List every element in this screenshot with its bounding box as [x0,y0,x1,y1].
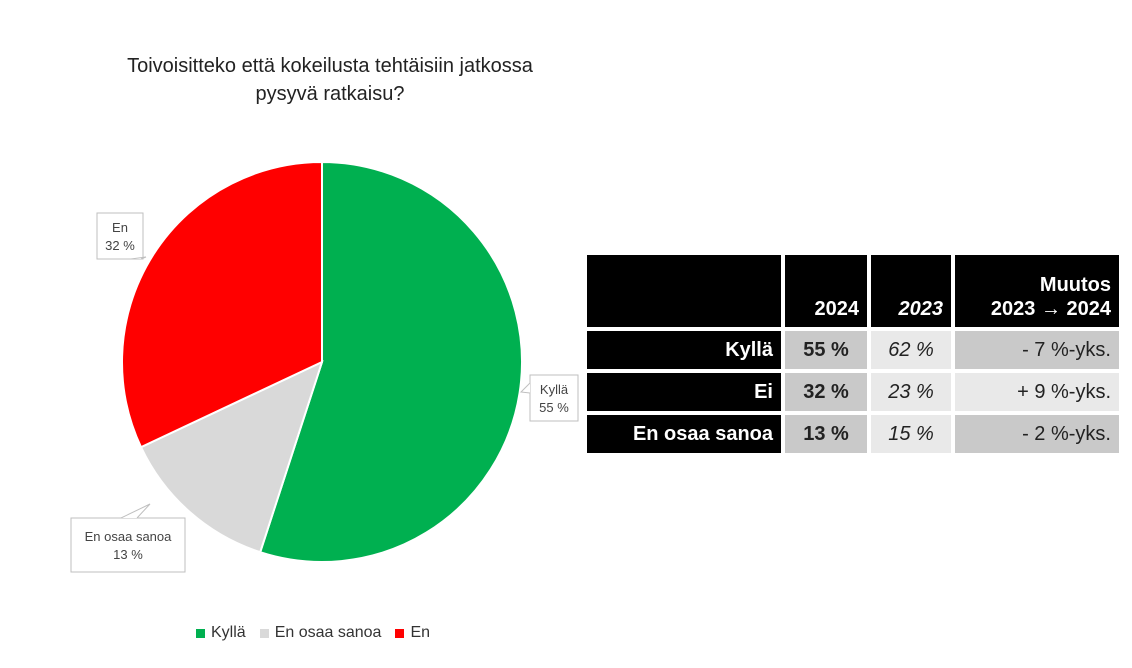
pie-slice-en-osaa-sanoa [139,360,324,554]
table-row: En osaa sanoa 13 % 15 % - 2 %-yks. [587,415,1119,453]
legend-label-kylla: Kyllä [211,624,246,641]
table-header-row: 2024 2023 Muutos 2023 → 2024 [587,255,1119,327]
table-header-empty [587,255,781,327]
data-label-value-en: 32 % [105,238,135,253]
legend-swatch-kylla [196,628,205,638]
table-cell-2023: 23 % [871,373,951,411]
chart-title-line-1: Toivoisitteko että kokeilusta tehtäisiin… [127,55,533,77]
data-label-kylla: Kyllä 55 % [519,374,579,422]
data-label-name-kylla: Kyllä [540,382,569,397]
legend-item-en: En [395,624,430,642]
legend-label-en: En [410,624,431,641]
chart-title: Toivoisitteko että kokeilusta tehtäisiin… [60,52,600,108]
table-cell-2024: 32 % [785,373,867,411]
data-label-pointer-kylla [519,382,531,394]
data-label-name-en: En [112,220,128,235]
table-cell-change: - 2 %-yks. [955,415,1119,453]
chart-title-line-2: pysyvä ratkaisu? [255,83,405,105]
table-header-change-line-1: Muutos [1039,274,1111,296]
table-header-change-line-2: 2023 → 2024 [990,298,1111,320]
comparison-table: 2024 2023 Muutos 2023 → 2024 Kyllä 55 % … [583,251,1123,457]
table-row-label: Ei [587,373,781,411]
data-label-value-kylla: 55 % [539,400,569,415]
table-header-change: Muutos 2023 → 2024 [955,255,1119,327]
legend-swatch-en-osaa-sanoa [259,628,269,638]
pie-chart: Kyllä 55 % En osaa sanoa 13 % En 32 % [70,160,579,573]
table-row: Kyllä 55 % 62 % - 7 %-yks. [587,331,1119,369]
data-label-pointer-en-osaa-sanoa [120,503,151,519]
table-cell-change: - 7 %-yks. [955,331,1119,369]
table-cell-2024: 55 % [785,331,867,369]
table-cell-2024: 13 % [785,415,867,453]
pie-slice-kylla [258,160,523,563]
pie-slice-en [121,160,323,449]
data-label-box-en [96,212,144,260]
legend-item-en-osaa-sanoa: En osaa sanoa [259,624,382,642]
legend-item-kylla: Kyllä [196,624,246,642]
data-label-value-en-osaa-sanoa: 13 % [113,547,143,562]
table-cell-change: + 9 %-yks. [955,373,1119,411]
table-cell-2023: 15 % [871,415,951,453]
table-row: Ei 32 % 23 % + 9 %-yks. [587,373,1119,411]
table-row-label: En osaa sanoa [587,415,781,453]
data-label-box-en-osaa-sanoa [70,517,186,573]
table-header-2023: 2023 [871,255,951,327]
data-label-pointer-en [130,256,147,260]
legend-label-en-osaa-sanoa: En osaa sanoa [274,624,382,641]
data-label-en-osaa-sanoa: En osaa sanoa 13 % [70,503,186,573]
data-label-box-kylla [529,374,579,422]
table-row-label: Kyllä [587,331,781,369]
legend-swatch-en [395,628,405,638]
chart-legend: Kyllä En osaa sanoa En [196,624,430,642]
data-label-name-en-osaa-sanoa: En osaa sanoa [85,529,173,544]
table-header-2024: 2024 [785,255,867,327]
table-cell-2023: 62 % [871,331,951,369]
data-label-en: En 32 % [96,212,147,260]
